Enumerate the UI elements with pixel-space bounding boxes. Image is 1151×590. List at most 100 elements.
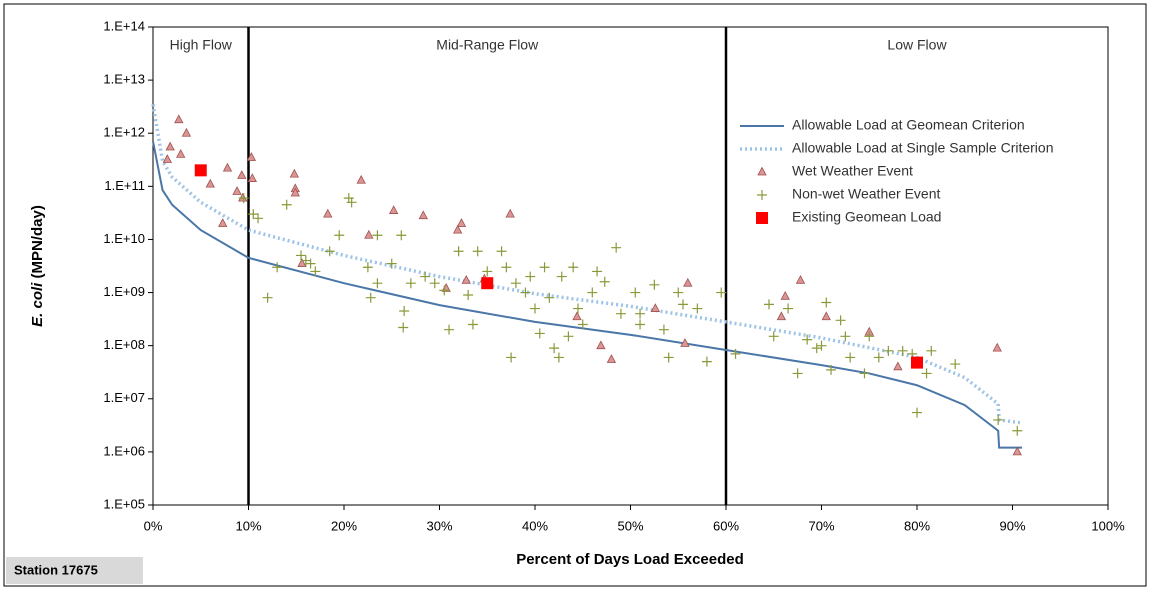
legend-swatch <box>756 212 768 224</box>
point <box>386 258 397 269</box>
legend-label: Non-wet Weather Event <box>792 186 940 202</box>
point <box>323 208 333 218</box>
y-axis-title-unit: (MPN/day) <box>29 205 46 283</box>
point <box>993 414 1004 425</box>
point <box>811 343 822 354</box>
point <box>921 368 932 379</box>
point <box>162 154 172 163</box>
legend-swatch <box>757 190 767 200</box>
x-tick-label: 40% <box>522 518 548 533</box>
point <box>730 348 741 359</box>
plot-area <box>152 26 1109 506</box>
y-tick-label: 1.E+08 <box>103 337 145 352</box>
point <box>324 246 335 257</box>
x-tick-label: 100% <box>1091 518 1125 533</box>
point <box>289 168 300 178</box>
point <box>826 364 837 375</box>
x-axis-title: Percent of Days Load Exceeded <box>516 551 744 568</box>
point <box>556 271 567 282</box>
point <box>780 290 790 300</box>
point <box>429 278 440 289</box>
point <box>372 230 383 241</box>
point <box>663 352 674 363</box>
y-axis-title-italic: E. coli <box>29 282 46 327</box>
point <box>444 324 455 335</box>
point <box>472 246 483 257</box>
point <box>835 315 846 326</box>
point <box>950 359 961 370</box>
point <box>649 279 660 290</box>
y-tick-label: 1.E+11 <box>104 178 145 193</box>
point <box>281 199 292 210</box>
point <box>420 271 431 282</box>
point <box>596 340 606 350</box>
point <box>262 292 273 303</box>
point <box>572 303 583 314</box>
legend-label: Wet Weather Event <box>792 163 913 179</box>
point <box>821 297 832 308</box>
point <box>452 224 463 234</box>
legend-swatch <box>757 166 767 176</box>
point <box>680 338 690 347</box>
point <box>650 303 660 312</box>
x-tick-label: 90% <box>999 518 1025 533</box>
point <box>776 311 787 321</box>
point <box>859 368 870 379</box>
point <box>232 186 242 195</box>
point <box>505 208 515 218</box>
point <box>290 187 300 197</box>
point <box>1012 425 1023 436</box>
point <box>399 305 410 316</box>
point <box>398 322 409 333</box>
y-tick-label: 1.E+07 <box>103 390 145 405</box>
point <box>599 276 610 287</box>
point <box>658 324 669 335</box>
point <box>272 262 283 273</box>
point <box>606 354 617 363</box>
point <box>845 352 856 363</box>
point <box>461 274 471 284</box>
point <box>821 311 831 321</box>
x-tick-label: 70% <box>808 518 834 533</box>
point <box>247 173 257 182</box>
point <box>883 345 894 356</box>
point <box>539 262 550 273</box>
point <box>534 328 545 339</box>
point <box>577 319 588 330</box>
point <box>911 356 923 369</box>
point <box>439 285 450 296</box>
y-tick-label: 1.E+14 <box>103 18 145 33</box>
point <box>365 292 376 303</box>
point <box>568 262 579 273</box>
point <box>218 218 228 227</box>
point <box>893 361 903 371</box>
point <box>802 334 813 345</box>
point <box>510 278 521 289</box>
station-box <box>6 557 143 584</box>
point <box>346 197 357 208</box>
point <box>396 230 407 241</box>
series-line <box>152 141 1023 449</box>
point <box>563 331 574 342</box>
series-line <box>151 104 1023 425</box>
point <box>897 345 908 356</box>
point <box>467 319 478 330</box>
point <box>611 242 622 253</box>
point <box>238 192 248 202</box>
point <box>405 278 416 289</box>
point <box>456 218 467 227</box>
point <box>388 205 399 214</box>
point <box>481 277 494 290</box>
point <box>525 271 536 282</box>
x-tick-label: 60% <box>713 518 739 533</box>
point <box>572 311 582 321</box>
x-tick-label: 0% <box>144 518 163 533</box>
point <box>992 342 1002 352</box>
point <box>673 287 684 298</box>
point <box>418 210 428 220</box>
point <box>297 258 307 268</box>
point <box>181 127 192 137</box>
point <box>501 262 512 273</box>
point <box>635 319 646 330</box>
point <box>237 170 247 179</box>
